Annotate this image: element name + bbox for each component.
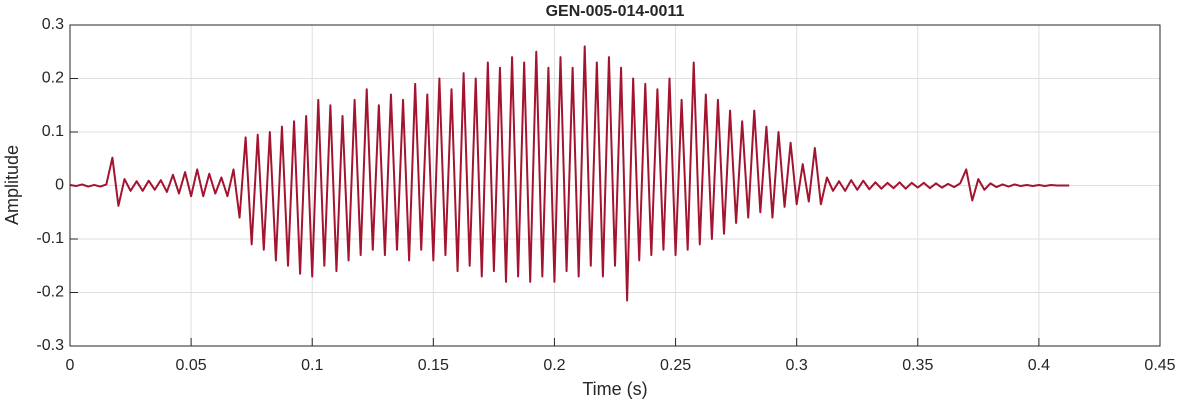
x-tick-label: 0.05: [176, 357, 207, 374]
y-tick-label: 0.2: [42, 70, 64, 87]
waveform-line: [69, 45, 1070, 302]
axes-box: [69, 24, 1161, 347]
x-axis-label: Time (s): [582, 379, 647, 399]
chart-title: GEN-005-014-0011: [546, 3, 685, 20]
x-tick-label: 0.25: [660, 357, 691, 374]
x-tick-label: 0.45: [1144, 357, 1175, 374]
x-tick-label: 0.35: [902, 357, 933, 374]
y-axis-label: Amplitude: [2, 145, 22, 225]
y-tick-label: 0: [55, 177, 64, 194]
x-tick-label: 0.4: [1028, 357, 1050, 374]
y-tick-label: -0.1: [36, 230, 64, 247]
x-tick-label: 0: [66, 357, 75, 374]
x-tick-label: 0.3: [786, 357, 808, 374]
y-tick-label: 0.3: [42, 16, 64, 33]
y-tick-label: -0.3: [36, 337, 64, 354]
x-tick-label: 0.1: [301, 357, 323, 374]
x-tick-label: 0.2: [543, 357, 565, 374]
y-tick-label: 0.1: [42, 123, 64, 140]
y-tick-label: -0.2: [36, 284, 64, 301]
x-tick-label: 0.15: [418, 357, 449, 374]
